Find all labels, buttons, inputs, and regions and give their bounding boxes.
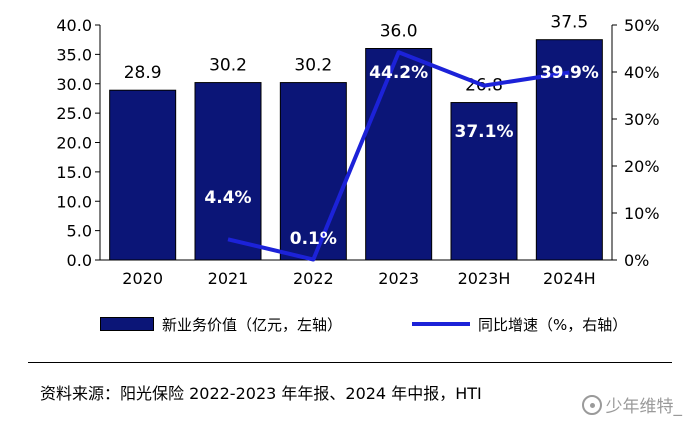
source-note: 资料来源：阳光保险 2022-2023 年年报、2024 年中报，HTI [40, 384, 482, 403]
bar-data-label: 30.2 [294, 56, 332, 76]
y-left-tick-label: 0.0 [67, 251, 92, 270]
y-right-tick-label: 40% [624, 63, 660, 82]
bar [194, 82, 262, 261]
line-data-label: 4.4% [204, 188, 251, 208]
bar-data-label: 30.2 [209, 56, 247, 76]
bar [365, 48, 433, 261]
bar-data-label: 28.9 [124, 63, 162, 83]
y-right-tick-label: 30% [624, 110, 660, 129]
watermark-text: 少年维特_ [605, 397, 683, 417]
y-left-tick-label: 20.0 [56, 134, 92, 153]
x-tick-label: 2022 [293, 269, 334, 288]
growth-line [227, 50, 570, 262]
y-left-tick-label: 30.0 [56, 75, 92, 94]
y-right-tick-label: 50% [624, 16, 660, 35]
y-right-tick-label: 20% [624, 157, 660, 176]
y-left-tick-label: 25.0 [56, 104, 92, 123]
legend-item-line: 同比增速（%，右轴） [342, 314, 627, 335]
combo-chart: 0.0 5.0 10.0 15.0 20.0 25.0 30.0 35.0 40.0 0% 10% 2… [56, 13, 660, 288]
bar-data-label: 36.0 [380, 22, 418, 42]
bar [279, 82, 347, 261]
legend-swatch-bar [100, 317, 154, 331]
x-tick-label: 2023 [378, 269, 419, 288]
bar [450, 102, 518, 261]
y-left-tick-label: 15.0 [56, 163, 92, 182]
line-data-label: 37.1% [455, 122, 514, 142]
legend: 新业务价值（亿元，左轴） 同比增速（%，右轴） [100, 312, 627, 336]
y-left-tick-label: 40.0 [56, 16, 92, 35]
y-right-tick-label: 10% [624, 204, 660, 223]
y-right-tick-label: 0% [624, 251, 649, 270]
legend-label-line: 同比增速（%，右轴） [478, 315, 628, 334]
line-data-label: 39.9% [540, 63, 599, 83]
bar [109, 89, 177, 261]
y-left-tick-label: 5.0 [67, 222, 92, 241]
x-tick-label: 2023H [458, 269, 511, 288]
divider [28, 362, 672, 363]
line-data-label: 0.1% [290, 229, 337, 249]
x-tick-label: 2021 [208, 269, 249, 288]
y-left-tick-label: 10.0 [56, 192, 92, 211]
legend-swatch-line [412, 322, 471, 326]
legend-label-bar: 新业务价值（亿元，左轴） [162, 315, 343, 334]
y-left-tick-label: 35.0 [56, 45, 92, 64]
x-tick-label: 2024H [543, 269, 596, 288]
watermark: 少年维特_ [581, 392, 683, 417]
legend-item-bar: 新业务价值（亿元，左轴） [100, 314, 342, 335]
weibo-icon [581, 394, 602, 415]
x-tick-label: 2020 [122, 269, 163, 288]
line-data-label: 44.2% [369, 63, 428, 83]
bar-data-label: 37.5 [550, 13, 588, 33]
